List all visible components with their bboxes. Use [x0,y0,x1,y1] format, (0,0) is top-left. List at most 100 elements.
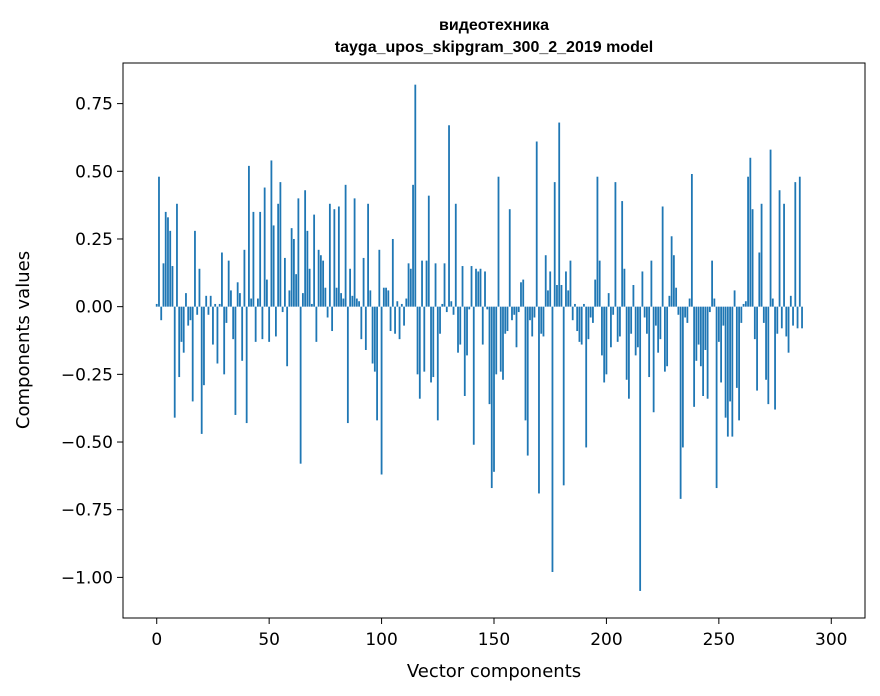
chart-subtitle: tayga_upos_skipgram_300_2_2019 model [335,39,653,56]
bar [801,306,803,329]
bar [162,263,165,307]
bar [724,306,727,418]
bar [337,206,340,307]
bar [463,306,466,396]
bar [630,306,633,334]
bar [679,306,682,499]
bar [520,282,522,307]
bar [425,260,428,307]
x-tick-label: 300 [815,630,847,650]
bar [304,190,307,307]
bar [607,293,610,307]
bar [423,306,426,372]
bar [178,306,181,378]
bar [176,203,178,307]
bar [288,290,291,307]
bar [225,306,228,323]
bar [230,290,232,307]
bar [708,306,711,313]
bar [639,306,642,591]
bar [362,257,365,307]
x-tick-label: 50 [258,630,280,650]
bar [481,306,484,345]
bar [319,255,322,307]
bar [513,306,516,315]
bar [279,182,282,307]
bar [553,182,556,307]
x-tick-label: 250 [703,630,735,650]
bar [538,306,540,494]
bar [173,306,176,418]
bar [677,306,680,315]
bar [668,295,671,307]
bar [461,266,464,307]
bar [427,195,430,307]
bar [387,290,390,307]
bar [771,298,774,307]
bar [268,306,271,342]
bar [194,230,196,307]
bar [364,306,367,350]
bar [684,306,687,318]
bar [587,306,590,340]
bar [227,260,230,307]
y-tick-label: −0.50 [61,433,113,453]
bar [594,279,597,307]
bar [796,306,799,329]
bar [326,306,329,318]
bar [495,306,498,375]
bar [690,174,693,307]
bar [396,301,399,307]
bar [391,238,394,307]
bar [792,306,794,326]
bar [542,306,545,337]
bar [367,203,369,307]
bar [533,306,536,318]
bar [596,176,599,307]
bar [646,306,648,334]
bar [490,306,493,489]
bar [457,306,459,353]
bar [346,306,349,424]
bar [621,201,624,307]
bar [373,306,376,372]
bar [203,306,205,386]
bar [540,306,543,334]
bar [430,306,432,383]
bar [200,306,203,434]
bar [414,84,417,307]
bar [241,306,244,361]
bar [634,306,637,356]
bar [787,306,790,353]
bar [322,260,325,307]
bar [317,249,320,307]
bar [333,209,336,307]
bar [654,306,657,326]
bar [549,271,552,307]
bar [196,306,199,315]
bar [641,271,644,307]
bar [567,290,570,307]
bar [214,303,217,307]
bar [358,301,360,307]
bar [405,298,408,307]
bar [432,306,435,378]
bar [648,306,651,378]
bar [753,306,756,340]
bar [643,306,646,318]
bar [270,160,273,307]
bar [344,184,347,307]
bar [693,306,696,407]
bar [223,306,226,375]
bar [535,141,538,307]
bar [744,301,747,307]
bar [726,306,729,437]
bar [493,306,495,472]
bar [605,306,608,375]
bar [236,282,239,307]
bar [661,206,664,307]
bar [760,203,763,307]
bar [454,203,457,307]
bar [704,306,707,350]
bar [589,306,592,318]
